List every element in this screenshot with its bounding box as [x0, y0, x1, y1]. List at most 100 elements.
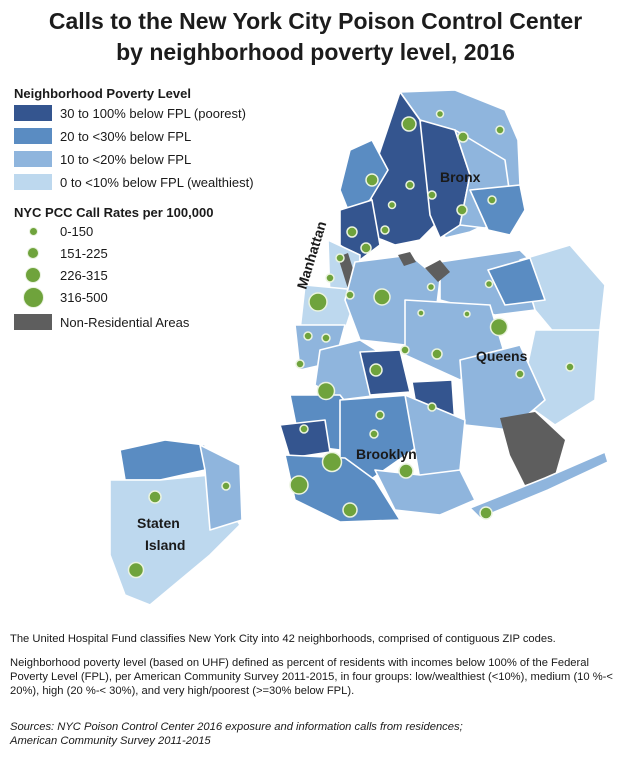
footnote-sources: Sources: NYC Poison Control Center 2016 …: [10, 720, 622, 748]
poverty-legend-row: 30 to 100% below FPL (poorest): [14, 104, 246, 122]
rate-circle: [565, 362, 575, 372]
chart-title: Calls to the New York City Poison Contro…: [0, 6, 631, 68]
nonres-rikers: [398, 252, 416, 266]
rate-circle: [360, 242, 372, 254]
rate-legend-row: 151-225: [14, 244, 108, 262]
poverty-legend-row: 20 to <30% below FPL: [14, 127, 191, 145]
rate-circle: [400, 345, 410, 355]
rate-circle: [515, 369, 525, 379]
region-brooklyn-central: [339, 394, 421, 481]
rate-circle: [484, 279, 494, 289]
rate-legend-dot: [22, 286, 44, 308]
rate-circle: [431, 348, 443, 360]
rate-circle: [299, 424, 309, 434]
rate-circle: [398, 463, 414, 479]
rate-legend-row: 316-500: [14, 286, 108, 308]
rate-legend-dot: [27, 247, 39, 259]
rate-legend-dot-box: [14, 242, 52, 264]
rate-circle: [369, 363, 383, 377]
region-brooklyn-southeast: [374, 469, 476, 516]
rate-circle: [487, 195, 497, 205]
rate-circle: [401, 116, 417, 132]
region-rockaway: [469, 451, 609, 519]
rate-legend-dot-box: [14, 264, 52, 286]
region-bronx-southeast: [469, 184, 526, 236]
rate-circle: [387, 200, 397, 210]
rate-circle: [427, 402, 437, 412]
label-queens: Queens: [476, 348, 528, 364]
region-staten-east: [199, 444, 243, 531]
label-bronx: Bronx: [440, 169, 481, 185]
nonres-legend-label: Non-Residential Areas: [60, 314, 190, 330]
rate-legend-row: 0-150: [14, 222, 93, 240]
rate-circle: [342, 502, 358, 518]
rate-circle: [417, 309, 425, 317]
rate-circle: [316, 381, 336, 401]
footnote-sources-line-1: Sources: NYC Poison Control Center 2016 …: [10, 721, 463, 733]
rate-circle: [325, 273, 335, 283]
rate-circle: [375, 410, 385, 420]
poverty-legend-title: Neighborhood Poverty Level: [14, 86, 191, 101]
rate-circle: [289, 475, 309, 495]
rate-circle: [495, 125, 505, 135]
poverty-swatch: [14, 174, 52, 190]
rate-circle: [127, 561, 145, 579]
rate-circle: [148, 490, 162, 504]
rate-legend-dot: [28, 226, 38, 236]
rate-legend-title: NYC PCC Call Rates per 100,000: [14, 205, 214, 220]
label-manhattan: Manhattan: [294, 219, 330, 291]
rate-circle: [295, 359, 305, 369]
poverty-legend-label: 0 to <10% below FPL (wealthiest): [60, 174, 254, 190]
poverty-legend-label: 10 to <20% below FPL: [60, 151, 192, 167]
poverty-legend-row: 0 to <10% below FPL (wealthiest): [14, 173, 254, 191]
rate-legend-label: 226-315: [60, 267, 108, 283]
rate-legend-dot: [25, 267, 41, 283]
rate-circle: [346, 226, 358, 238]
rate-circle: [369, 429, 379, 439]
rate-legend-row: 226-315: [14, 266, 108, 284]
rate-legend-label: 0-150: [60, 223, 94, 239]
poverty-legend-label: 20 to <30% below FPL: [60, 128, 192, 144]
rate-circle: [380, 225, 390, 235]
rate-circle: [308, 292, 328, 312]
poverty-swatch: [14, 128, 52, 144]
poverty-swatch: [14, 151, 52, 167]
rate-circle: [457, 131, 469, 143]
rate-legend-dot-box: [14, 220, 52, 242]
rate-circle: [321, 333, 331, 343]
rate-circle: [365, 173, 379, 187]
region-queens-bayside: [487, 257, 546, 306]
rate-circle: [489, 317, 509, 337]
title-line-2: by neighborhood poverty level, 2016: [116, 39, 515, 65]
label-staten-island-line2: Island: [145, 537, 185, 553]
label-brooklyn: Brooklyn: [356, 446, 417, 462]
rate-circle: [463, 310, 471, 318]
label-staten-island-line1: Staten: [137, 515, 180, 531]
region-staten-north: [119, 439, 206, 481]
rate-circle: [456, 204, 468, 216]
footnote-sources-line-2: American Community Survey 2011-2015: [10, 735, 211, 747]
rate-circle: [479, 506, 493, 520]
rate-circle: [435, 109, 445, 119]
rate-legend-label: 151-225: [60, 245, 108, 261]
rate-legend-dot-box: [14, 286, 52, 308]
rate-circle: [373, 288, 391, 306]
call-rate-circles: [127, 109, 575, 579]
poverty-swatch: [14, 105, 52, 121]
rate-circle: [427, 190, 437, 200]
nonres-laguardia: [425, 260, 450, 282]
rate-circle: [345, 290, 355, 300]
rate-circle: [335, 253, 345, 263]
poverty-legend-row: 10 to <20% below FPL: [14, 150, 191, 168]
poverty-legend-label: 30 to 100% below FPL (poorest): [60, 105, 246, 121]
region-brooklyn-bedstuy: [359, 349, 411, 396]
nonres-jfk-airport: [500, 412, 565, 485]
footnote-uhf: The United Hospital Fund classifies New …: [10, 633, 556, 645]
rate-circle: [221, 481, 231, 491]
rate-circle: [426, 282, 436, 292]
rate-circle: [321, 451, 343, 473]
footnote-poverty-definition: Neighborhood poverty level (based on UHF…: [10, 657, 613, 697]
region-brooklyn-south: [284, 454, 401, 523]
rate-circle: [303, 331, 313, 341]
